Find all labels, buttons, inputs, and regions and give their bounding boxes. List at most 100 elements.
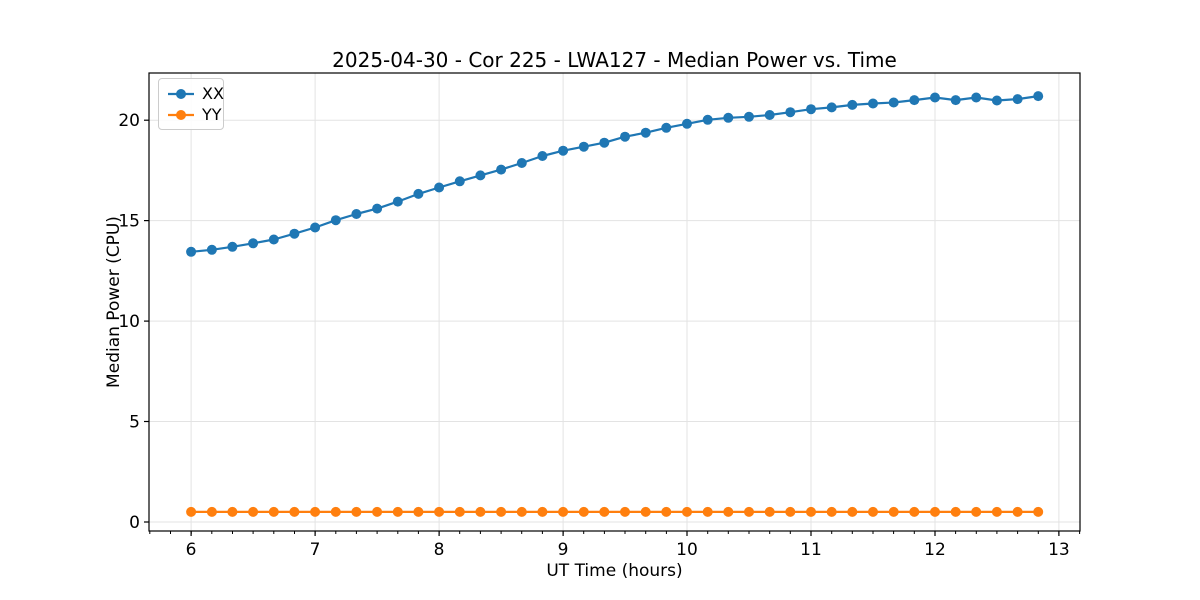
series-yy-marker <box>991 506 1002 517</box>
x-tick-label: 6 <box>186 540 197 560</box>
series-xx-marker <box>537 151 548 161</box>
series-yy-marker <box>868 506 878 517</box>
series-xx-marker <box>372 203 383 214</box>
series-xx-marker <box>1033 91 1044 102</box>
series-yy-marker <box>661 506 672 517</box>
series-xx-marker <box>227 241 238 252</box>
series-yy-marker <box>392 506 403 517</box>
series-xx-marker <box>186 246 197 257</box>
series-yy-marker <box>227 506 238 517</box>
series-xx-marker <box>599 137 610 148</box>
series-xx-marker <box>310 222 321 233</box>
series-xx-marker <box>516 158 527 168</box>
series-yy-marker <box>744 506 754 517</box>
series-xx-marker <box>289 228 300 239</box>
series-xx-marker <box>826 102 837 113</box>
series-yy-marker <box>434 506 445 517</box>
y-tick-label: 5 <box>129 413 140 433</box>
y-tick-label: 15 <box>118 212 140 232</box>
series-xx-marker <box>392 196 403 207</box>
series-yy-marker <box>682 506 692 517</box>
series-xx-marker <box>971 92 982 103</box>
series-yy-marker <box>248 506 259 517</box>
series-yy-marker <box>930 506 940 517</box>
legend-swatch-xx-icon <box>168 88 194 99</box>
series-yy-marker <box>888 506 899 517</box>
series-yy-marker <box>372 506 383 517</box>
plot-frame <box>148 72 1081 532</box>
series-yy-marker <box>599 506 610 517</box>
series-xx-marker <box>330 215 341 226</box>
series-yy-marker <box>1012 506 1023 517</box>
series-xx-marker <box>847 99 858 110</box>
series-yy-marker <box>558 506 569 517</box>
x-axis-label: UT Time (hours) <box>546 561 683 581</box>
series-xx-marker <box>1012 94 1023 105</box>
legend: XX YY <box>158 78 224 130</box>
series-xx-marker <box>909 95 920 106</box>
series-yy-marker <box>806 506 816 517</box>
series-yy-marker <box>206 506 217 517</box>
series-yy-marker <box>351 506 362 517</box>
series-yy-marker <box>1033 506 1044 517</box>
series-xx-marker <box>434 182 445 193</box>
series-yy-marker <box>268 506 279 517</box>
series-yy-marker <box>640 506 651 517</box>
x-tick-label: 10 <box>676 540 698 560</box>
series-xx-marker <box>351 209 362 219</box>
series-xx-marker <box>475 170 486 181</box>
x-tick-label: 12 <box>924 540 946 560</box>
series-xx-marker <box>640 127 651 138</box>
series-yy-marker <box>909 506 920 517</box>
series-yy-marker <box>496 506 507 517</box>
y-tick-label: 0 <box>129 513 140 533</box>
x-tick-label: 11 <box>800 540 822 560</box>
legend-swatch-yy-icon <box>168 109 194 120</box>
series-xx-marker <box>248 238 259 249</box>
series-yy-marker <box>186 506 197 517</box>
series-yy-marker <box>454 506 465 517</box>
series-xx-marker <box>744 111 754 122</box>
series-xx-marker <box>578 141 589 152</box>
series-yy-marker <box>413 506 424 517</box>
series-xx-marker <box>930 92 940 103</box>
series-yy-marker <box>537 506 548 517</box>
series-xx-marker <box>558 145 569 156</box>
series-xx-marker <box>723 112 734 123</box>
series-xx-marker <box>764 110 775 120</box>
x-tick-label: 8 <box>434 540 445 560</box>
series-xx-marker <box>413 188 424 199</box>
series-yy-marker <box>785 506 796 517</box>
series-yy-marker <box>330 506 341 517</box>
series-xx-marker <box>991 95 1002 106</box>
series-xx-marker <box>868 98 878 109</box>
series-xx-marker <box>661 122 672 133</box>
y-tick-label: 20 <box>118 111 140 131</box>
chart-title: 2025-04-30 - Cor 225 - LWA127 - Median P… <box>332 48 897 72</box>
legend-item-xx: XX <box>167 83 224 104</box>
series-xx-marker <box>806 104 816 115</box>
series-yy-marker <box>723 506 734 517</box>
series-xx-marker <box>682 118 692 129</box>
series-xx-marker <box>888 97 899 108</box>
series-yy-marker <box>971 506 982 517</box>
series-yy-marker <box>310 506 321 517</box>
series-xx-marker <box>950 95 961 106</box>
legend-label-yy: YY <box>202 104 222 124</box>
y-tick-label: 10 <box>118 312 140 332</box>
x-tick-label: 7 <box>310 540 321 560</box>
series-yy-marker <box>702 506 713 517</box>
series-xx-marker <box>496 164 507 175</box>
series-yy-marker <box>475 506 486 517</box>
series-xx-marker <box>702 114 713 125</box>
series-xx-marker <box>206 244 217 255</box>
legend-label-xx: XX <box>202 83 224 103</box>
series-xx-marker <box>454 176 465 187</box>
series-yy-marker <box>289 506 300 517</box>
series-yy-marker <box>620 506 630 517</box>
series-xx-marker <box>785 107 796 118</box>
series-yy-marker <box>764 506 775 517</box>
series-yy-marker <box>516 506 527 517</box>
series-yy-marker <box>578 506 589 517</box>
